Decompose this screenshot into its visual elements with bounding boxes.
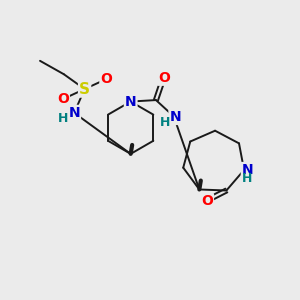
Text: H: H bbox=[160, 116, 171, 130]
Text: N: N bbox=[169, 110, 181, 124]
Text: O: O bbox=[100, 72, 112, 86]
Text: N: N bbox=[125, 94, 136, 109]
Text: O: O bbox=[201, 194, 213, 208]
Text: O: O bbox=[57, 92, 69, 106]
Text: N: N bbox=[68, 106, 80, 120]
Text: O: O bbox=[158, 71, 170, 85]
Text: S: S bbox=[79, 82, 90, 97]
Text: H: H bbox=[242, 172, 252, 185]
Text: N: N bbox=[242, 163, 254, 177]
Text: H: H bbox=[58, 112, 68, 125]
